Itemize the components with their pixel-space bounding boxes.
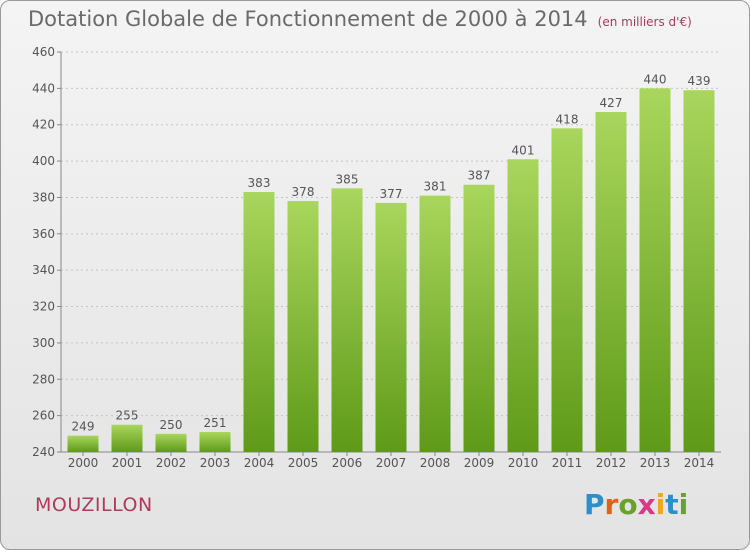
bar	[419, 195, 451, 453]
x-tick-label: 2008	[420, 456, 451, 470]
proxiti-logo: Proxiti	[584, 488, 688, 521]
bar	[375, 202, 407, 452]
bar-value-label: 439	[688, 74, 711, 88]
y-tick-label: 240	[32, 445, 55, 459]
bar	[595, 112, 627, 452]
x-tick-label: 2009	[464, 456, 495, 470]
bar	[243, 192, 275, 452]
logo-letter: r	[604, 488, 619, 521]
logo-letter: t	[665, 488, 679, 521]
bar	[507, 159, 539, 453]
bar	[199, 432, 231, 452]
logo-letter: x	[637, 488, 656, 521]
y-tick-label: 420	[32, 118, 55, 132]
bar-value-label: 418	[556, 112, 579, 126]
bar-value-label: 401	[512, 143, 535, 157]
bar	[463, 184, 495, 452]
x-tick-label: 2001	[112, 456, 143, 470]
bar	[551, 128, 583, 452]
y-tick-label: 380	[32, 190, 55, 204]
bar-value-label: 387	[468, 169, 491, 183]
bar-value-label: 255	[116, 409, 139, 423]
x-tick-label: 2002	[156, 456, 187, 470]
x-tick-label: 2004	[244, 456, 275, 470]
x-tick-label: 2005	[288, 456, 319, 470]
bar	[331, 188, 363, 452]
bar-value-label: 378	[292, 185, 315, 199]
x-tick-label: 2011	[552, 456, 583, 470]
bar-value-label: 440	[644, 72, 667, 86]
bar	[111, 424, 143, 452]
bar-value-label: 427	[600, 96, 623, 110]
bar	[287, 201, 319, 452]
x-tick-label: 2006	[332, 456, 363, 470]
bar	[683, 90, 715, 452]
bar-value-label: 377	[380, 187, 403, 201]
bar-value-label: 250	[160, 418, 183, 432]
bar-value-label: 249	[72, 420, 95, 434]
y-tick-label: 320	[32, 300, 55, 314]
bar-value-label: 251	[204, 416, 227, 430]
logo-letter: i	[678, 488, 689, 521]
y-tick-label: 400	[32, 154, 55, 168]
y-tick-label: 360	[32, 227, 55, 241]
y-tick-label: 280	[32, 372, 55, 386]
bar-value-label: 383	[248, 176, 271, 190]
commune-name: MOUZILLON	[35, 494, 153, 516]
bar	[67, 435, 99, 452]
logo-letter: o	[618, 488, 638, 521]
logo-letter: i	[655, 488, 666, 521]
title-row: Dotation Globale de Fonctionnement de 20…	[28, 7, 692, 31]
logo-letter: P	[584, 488, 605, 521]
x-tick-label: 2000	[68, 456, 99, 470]
bar-value-label: 385	[336, 172, 359, 186]
bar	[639, 88, 671, 452]
y-tick-label: 340	[32, 263, 55, 277]
x-tick-label: 2014	[684, 456, 715, 470]
x-tick-label: 2010	[508, 456, 539, 470]
x-tick-label: 2003	[200, 456, 231, 470]
y-tick-label: 460	[32, 45, 55, 59]
y-tick-label: 300	[32, 336, 55, 350]
x-tick-label: 2013	[640, 456, 671, 470]
x-tick-label: 2012	[596, 456, 627, 470]
y-tick-label: 260	[32, 409, 55, 423]
bar	[155, 433, 187, 452]
x-tick-label: 2007	[376, 456, 407, 470]
y-tick-label: 440	[32, 81, 55, 95]
chart-unit-note: (en milliers d'€)	[597, 15, 692, 29]
bar-value-label: 381	[424, 180, 447, 194]
chart-title: Dotation Globale de Fonctionnement de 20…	[28, 7, 588, 31]
